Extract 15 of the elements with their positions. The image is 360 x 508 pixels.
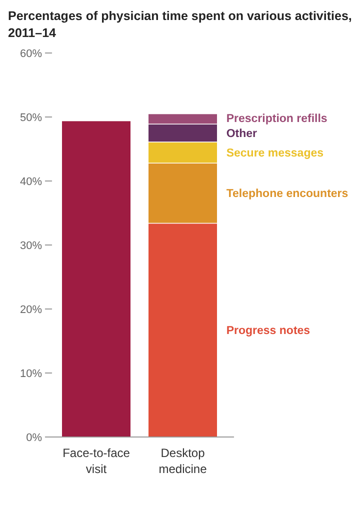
y-tick-label: 20% xyxy=(20,304,42,316)
y-tick-label: 10% xyxy=(20,368,42,380)
x-tick-label: Face-to-face visit xyxy=(62,446,130,476)
chart-title: Percentages of physician time spent on various activities, 2011–14 xyxy=(8,9,352,40)
y-tick-label: 0% xyxy=(26,432,42,444)
series-label: Other xyxy=(226,128,258,140)
series-label: Secure messages xyxy=(226,148,324,160)
x-tick-label: Desktop medicine xyxy=(158,446,208,476)
y-tick-label: 60% xyxy=(20,48,42,60)
series-label: Telephone encounters xyxy=(226,188,348,200)
series-label: Prescription refills xyxy=(226,113,328,126)
y-tick-label: 40% xyxy=(20,176,42,188)
y-tick-label: 50% xyxy=(20,112,42,124)
series-label: Progress notes xyxy=(226,325,310,338)
y-tick-label: 30% xyxy=(20,240,42,252)
